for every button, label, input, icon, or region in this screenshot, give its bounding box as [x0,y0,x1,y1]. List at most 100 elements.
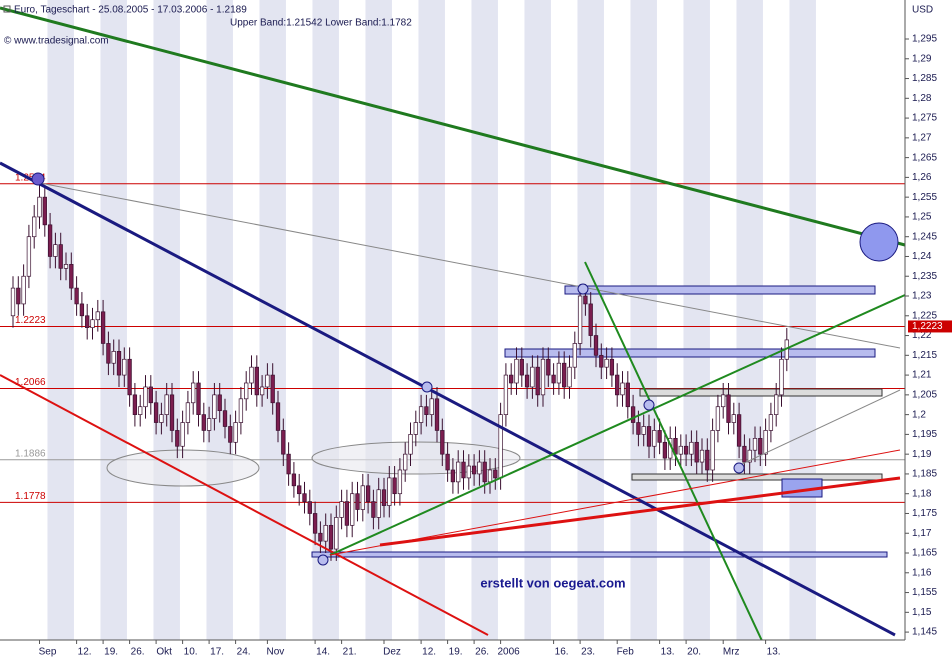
candle-body [620,382,625,396]
candle-body [387,477,392,506]
candle-body [37,196,42,218]
candle-body [572,343,577,368]
week-stripe [418,0,445,640]
candle-body [355,493,360,510]
candle-body [350,493,355,526]
candle-body [678,445,683,455]
candle-body [636,422,641,435]
candle-body [593,335,599,356]
candle-body [689,441,694,455]
week-stripe [259,0,286,640]
y-tick-label: 1,215 [912,350,937,361]
candles [10,185,789,561]
candle-body [159,414,164,423]
y-tick-label: 1,22 [912,330,932,341]
annotation: erstellt von oegeat.com [480,575,625,590]
marker-circle [317,554,329,566]
candle-body [736,414,742,447]
candle-body [47,224,53,257]
candle-body [471,465,477,475]
zone [639,388,883,397]
marker-circle [859,222,899,262]
candle-body [196,382,201,415]
y-tick-label: 1,235 [912,271,937,282]
trend-line [0,374,489,636]
candle-body [291,473,297,487]
candle-body [58,244,63,269]
y-tick-label: 1,28 [912,93,932,104]
marker-circle [421,381,433,393]
y-tick-label: 1,23 [912,291,932,302]
y-tick-label: 1,175 [912,508,937,519]
candle-body [307,501,312,514]
candle-body [424,406,429,415]
candle-body [254,366,259,396]
candle-body [138,406,143,415]
candle-body [487,469,493,483]
y-tick-label: 1,15 [912,607,932,618]
candle-body [779,358,784,396]
trend-line [0,161,896,637]
y-tick-label: 1,265 [912,152,937,163]
week-stripe [683,0,710,640]
y-tick-label: 1,165 [912,548,937,559]
candle-body [445,453,450,471]
week-stripe [524,0,551,640]
trend-line [739,389,901,466]
marker-circle [31,172,45,186]
candle-body [323,524,328,542]
candle-body [429,398,434,415]
x-tick-label: 16. [555,647,569,658]
horizontal-line-label: 1.2066 [15,377,46,388]
x-tick-label: 13. [661,647,675,658]
x-tick-label: 20. [687,647,701,658]
candle-body [418,406,424,423]
y-tick-label: 1,155 [912,587,937,598]
price-marker-label: 1,2223 [912,321,943,332]
candle-body [530,366,535,388]
candle-body [657,430,662,443]
candle-body [583,295,588,305]
candle-body [641,426,646,435]
candle-body [461,461,466,479]
marker-circle [733,462,745,474]
week-stripe [736,0,763,640]
x-tick-label: 21. [343,647,357,658]
candle-body [132,394,138,415]
candle-body [169,394,175,431]
y-tick-label: 1,295 [912,34,937,45]
y-axis-label: USD [912,5,933,16]
y-tick-label: 1,16 [912,567,932,578]
candle-body [281,430,286,455]
y-tick-label: 1,145 [912,627,937,638]
candle-body [509,374,514,384]
x-tick-label: 2006 [497,647,520,658]
candle-body [259,386,265,396]
horizontal-line-label: 1.1778 [15,491,46,502]
candle-body [434,398,440,431]
y-tick-label: 1,225 [912,310,937,321]
y-tick-label: 1,17 [912,528,932,539]
candle-body [328,524,334,550]
icon [3,5,11,13]
candle-body [222,410,228,427]
week-stripe [789,0,816,640]
candle-body [122,358,127,376]
candle-body [228,426,233,443]
candle-body [127,358,132,396]
x-tick-label: Sep [39,647,57,658]
candle-body [238,398,244,423]
candle-body [615,374,620,396]
marker-circle [643,399,655,411]
x-tick-label: Okt [156,647,172,658]
candle-body [408,434,413,455]
candle-body [477,461,482,475]
candle-body [381,489,387,506]
x-tick-label: Nov [267,647,285,658]
candle-body [106,343,111,364]
x-tick-label: 10. [184,647,198,658]
candle-body [90,319,95,328]
horizontal-line-label: 1.2223 [15,315,46,326]
week-stripe [206,0,233,640]
